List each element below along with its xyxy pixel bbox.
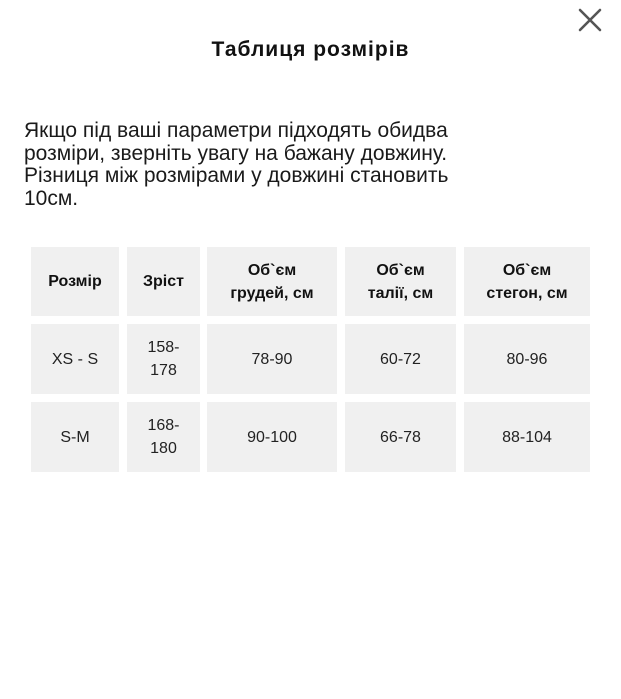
close-button[interactable] [576, 6, 604, 34]
close-icon [578, 8, 602, 32]
cell-height: 158-178 [127, 324, 200, 394]
modal-title: Таблиця розмірів [211, 38, 410, 61]
cell-hips: 88-104 [464, 402, 590, 472]
cell-waist: 66-78 [345, 402, 456, 472]
header-cell-waist: Об`єм талії, см [345, 247, 456, 316]
description-line: 10см. [24, 186, 79, 210]
cell-chest: 78-90 [207, 324, 337, 394]
description: Якщо під ваші параметри підходять обидва… [24, 119, 449, 210]
header-cell-hips: Об`єм стегон, см [464, 247, 590, 316]
description-line: розміри, зверніть увагу на бажану довжин… [24, 141, 448, 165]
description-line: Якщо під ваші параметри підходять обидва [24, 119, 448, 142]
cell-height: 168-180 [127, 402, 200, 472]
header-cell-chest: Об`єм грудей, см [207, 247, 337, 316]
cell-hips: 80-96 [464, 324, 590, 394]
header-cell-size: Розмір [31, 247, 119, 316]
cell-size: S-M [31, 402, 119, 472]
header-cell-height: Зріст [127, 247, 200, 316]
cell-size: XS - S [31, 324, 119, 394]
cell-chest: 90-100 [207, 402, 337, 472]
description-line: Різниця між розмірами у довжині становит… [24, 164, 449, 187]
cell-waist: 60-72 [345, 324, 456, 394]
